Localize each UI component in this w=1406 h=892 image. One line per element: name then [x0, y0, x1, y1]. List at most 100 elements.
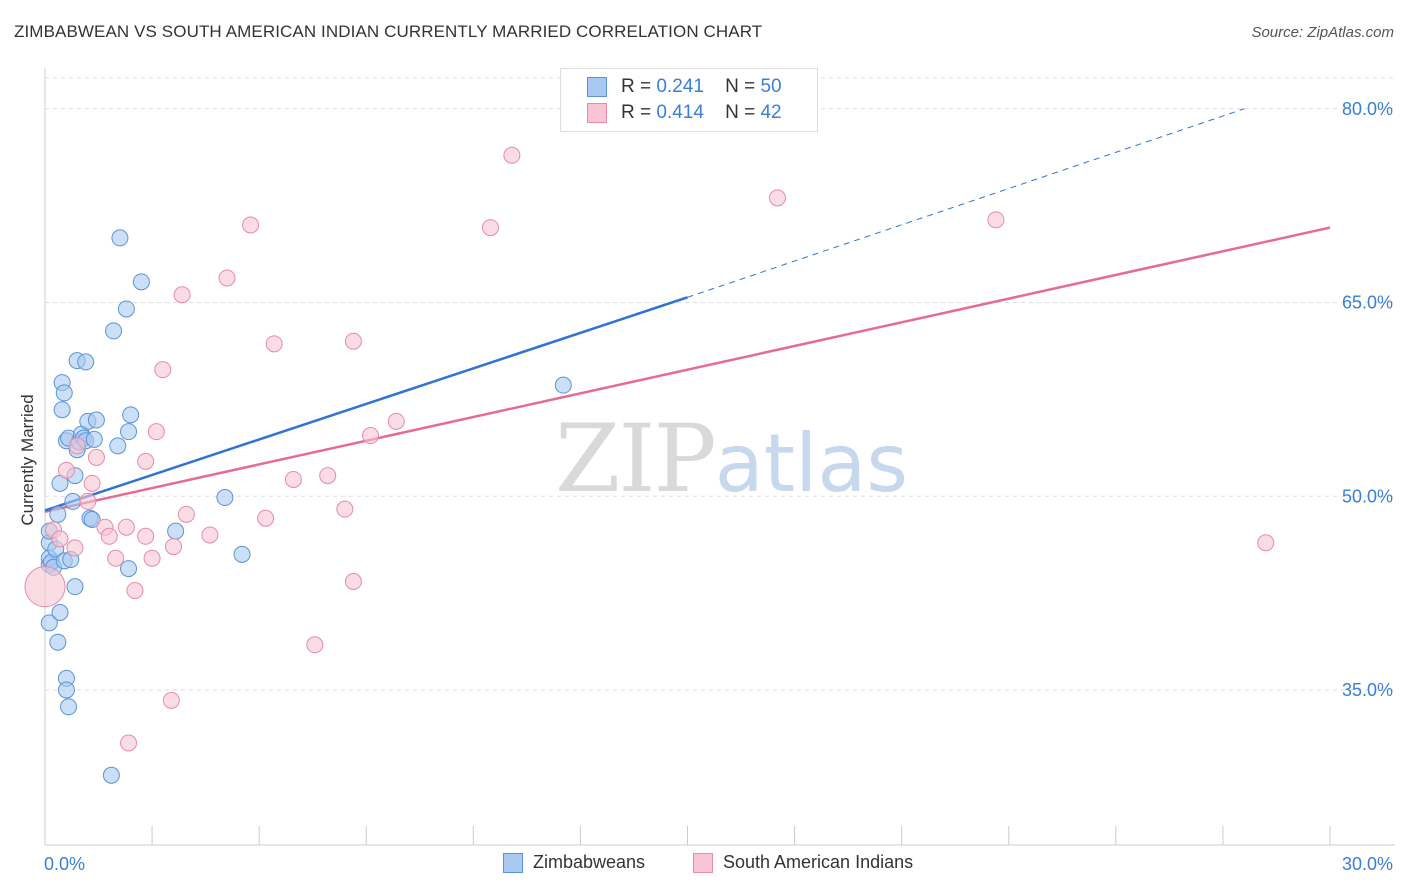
- point-zimbabweans: [49, 633, 67, 651]
- point-zimbabweans: [554, 376, 572, 394]
- point-zimbabweans: [120, 423, 138, 441]
- point-south-american-indians: [173, 286, 191, 304]
- legend-n-value: 42: [760, 102, 782, 123]
- point-zimbabweans: [49, 505, 67, 523]
- point-south-american-indians: [51, 530, 69, 548]
- trend-line-zimbabweans: [44, 296, 688, 512]
- trend-line-south-american-indians: [44, 226, 1331, 513]
- legend-n-value: 50: [760, 76, 782, 97]
- point-south-american-indians: [87, 449, 105, 466]
- point-south-american-indians: [265, 335, 283, 353]
- point-zimbabweans: [77, 353, 95, 371]
- point-south-american-indians: [57, 461, 75, 479]
- source-label: Source: ZipAtlas.com: [1251, 24, 1394, 41]
- legend-swatch-blue: [587, 77, 607, 97]
- point-zimbabweans: [55, 384, 73, 402]
- point-zimbabweans: [105, 322, 123, 340]
- x-tick-label: 30.0%: [1342, 854, 1393, 874]
- point-south-american-indians: [306, 636, 324, 654]
- point-zimbabweans: [66, 578, 84, 596]
- point-south-american-indians: [344, 332, 362, 350]
- point-south-american-indians: [284, 470, 302, 488]
- point-zimbabweans: [85, 430, 103, 448]
- legend-n-label: N =: [725, 102, 756, 123]
- point-south-american-indians: [387, 412, 405, 430]
- point-zimbabweans: [122, 406, 140, 424]
- y-tick-label: 80.0%: [1342, 99, 1393, 119]
- point-zimbabweans: [120, 560, 138, 578]
- data-points: [24, 146, 1275, 784]
- point-south-american-indians: [1257, 534, 1275, 552]
- point-zimbabweans: [51, 604, 69, 621]
- point-south-american-indians: [165, 538, 182, 556]
- point-south-american-indians: [143, 549, 161, 567]
- point-zimbabweans: [64, 492, 82, 510]
- point-zimbabweans: [102, 766, 120, 784]
- point-south-american-indians: [201, 526, 219, 544]
- legend-r-value: 0.414: [656, 102, 704, 123]
- x-tick-label: 0.0%: [44, 854, 85, 874]
- point-south-american-indians: [319, 467, 337, 485]
- bottom-legend-label: South American Indians: [723, 852, 914, 872]
- correlation-legend: R = 0.241 N = 50 R = 0.414 N = 42: [560, 68, 818, 132]
- point-zimbabweans: [40, 614, 58, 632]
- point-zimbabweans: [83, 511, 101, 528]
- legend-row-zimbabweans: R = 0.241 N = 50: [587, 75, 782, 99]
- point-zimbabweans: [132, 273, 150, 291]
- point-south-american-indians: [137, 452, 155, 470]
- point-south-american-indians: [362, 427, 380, 445]
- point-zimbabweans: [109, 437, 127, 455]
- point-south-american-indians: [503, 146, 521, 164]
- y-tick-label: 65.0%: [1342, 293, 1393, 313]
- point-south-american-indians: [177, 505, 195, 523]
- chart-title: ZIMBABWEAN VS SOUTH AMERICAN INDIAN CURR…: [14, 22, 763, 41]
- point-south-american-indians: [336, 500, 354, 518]
- point-south-american-indians: [154, 361, 172, 379]
- point-south-american-indians: [100, 527, 118, 545]
- legend-row-south-american-indians: R = 0.414 N = 42: [587, 101, 782, 125]
- point-south-american-indians: [107, 549, 125, 567]
- point-south-american-indians: [83, 474, 101, 492]
- point-south-american-indians: [257, 509, 275, 527]
- bottom-legend-south-american-indians: South American Indians: [693, 852, 913, 873]
- point-zimbabweans: [216, 489, 234, 507]
- point-zimbabweans: [167, 522, 185, 540]
- bottom-legend-swatch-pink: [693, 852, 713, 873]
- point-south-american-indians: [120, 734, 138, 752]
- point-south-american-indians: [66, 539, 84, 557]
- point-south-american-indians: [987, 211, 1005, 229]
- point-south-american-indians: [117, 518, 135, 536]
- watermark-atlas: atlas: [714, 417, 909, 510]
- point-south-american-indians: [126, 582, 144, 600]
- point-south-american-indians: [242, 216, 260, 234]
- point-zimbabweans: [60, 698, 78, 716]
- point-south-american-indians: [768, 189, 786, 207]
- point-south-american-indians: [24, 566, 66, 608]
- axes: [44, 68, 1395, 846]
- point-zimbabweans: [111, 229, 129, 247]
- point-zimbabweans: [233, 545, 251, 563]
- trend-lines: [44, 108, 1331, 513]
- point-south-american-indians: [481, 219, 499, 237]
- point-zimbabweans: [57, 681, 75, 699]
- legend-n-label: N =: [725, 76, 756, 97]
- trend-line-zimbabweans-extension: [687, 108, 1245, 298]
- grid-lines: [45, 77, 1395, 691]
- point-south-american-indians: [147, 423, 165, 441]
- bottom-legend-zimbabweans: Zimbabweans: [503, 852, 645, 873]
- point-south-american-indians: [344, 573, 362, 590]
- bottom-legend-swatch-blue: [503, 852, 523, 873]
- point-south-american-indians: [218, 269, 236, 287]
- point-south-american-indians: [137, 527, 155, 545]
- legend-r-value: 0.241: [656, 76, 704, 97]
- legend-r-label: R =: [621, 76, 652, 97]
- point-south-american-indians: [162, 691, 180, 709]
- tick-labels: 35.0% 50.0% 65.0% 80.0% 0.0% 30.0%: [44, 99, 1393, 874]
- y-tick-label: 35.0%: [1342, 680, 1393, 700]
- y-tick-label: 50.0%: [1342, 486, 1393, 506]
- point-zimbabweans: [117, 300, 135, 318]
- point-south-american-indians: [68, 437, 86, 455]
- legend-swatch-pink: [587, 103, 607, 123]
- legend-r-label: R =: [621, 102, 652, 123]
